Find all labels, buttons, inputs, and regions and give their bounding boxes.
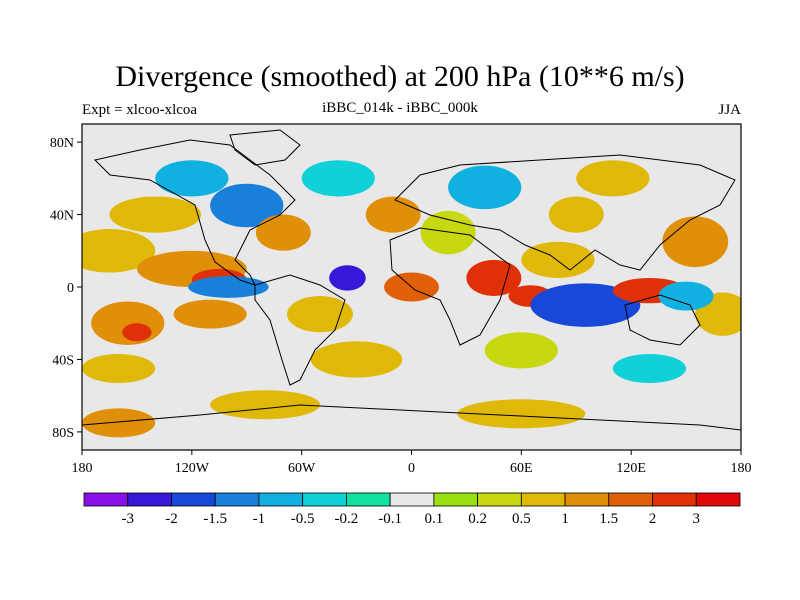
- colorbar-label-2: -1.5: [203, 511, 227, 527]
- coastline-antarctica: [82, 404, 741, 431]
- field-blob-9: [122, 323, 152, 342]
- coastline-south-america: [254, 274, 346, 386]
- colorbar-swatch-4: [258, 492, 304, 507]
- field-blob-22: [484, 332, 558, 369]
- coastline-north-america: [94, 139, 296, 286]
- field-blob-0: [82, 229, 156, 273]
- field-blob-31: [301, 160, 375, 197]
- colorbar-swatch-9: [477, 492, 522, 507]
- field-blob-6: [329, 265, 366, 291]
- colorbar-swatch-5: [302, 492, 347, 507]
- y-tick-label-0: 80N: [50, 136, 74, 151]
- field-blob-26: [448, 165, 522, 210]
- field-blob-14: [466, 259, 522, 297]
- colorbar: -3 -2 -1.5 -1 -0.5 -0.2 -0.1 0.1 0.2 0.5 1 1.5 2 3: [83, 492, 741, 527]
- field-blob-27: [548, 196, 604, 233]
- plot-title: Divergence (smoothed) at 200 hPa (10**6 …: [115, 60, 685, 93]
- x-tick-label-6: 180: [731, 461, 752, 476]
- colorbar-swatch-13: [652, 492, 697, 507]
- colorbar-label-13: 3: [693, 511, 701, 527]
- colorbar-swatch-8: [433, 492, 479, 507]
- field-blob-12: [310, 341, 403, 378]
- colorbar-label-11: 1.5: [599, 511, 618, 527]
- divergence-field: [82, 160, 741, 438]
- x-tick-label-5: 120E: [616, 461, 646, 476]
- colorbar-swatch-14: [695, 492, 741, 507]
- colorbar-swatch-1: [127, 492, 172, 507]
- field-blob-23: [612, 354, 687, 383]
- x-tick-label-1: 120W: [175, 461, 210, 476]
- field-blob-25: [420, 210, 476, 255]
- field-blob-35: [82, 408, 156, 438]
- y-tick-label-4: 80S: [52, 426, 74, 441]
- y-axis: 80N 40N 0 40S 80S: [50, 136, 82, 441]
- colorbar-label-5: -0.2: [335, 511, 359, 527]
- colorbar-swatch-11: [564, 492, 610, 507]
- colorbar-label-6: -0.1: [378, 511, 402, 527]
- subtitle-label: iBBC_014k - iBBC_000k: [322, 100, 478, 116]
- colorbar-swatch-0: [83, 492, 129, 507]
- field-blob-30: [155, 160, 229, 197]
- field-blob-33: [210, 390, 320, 420]
- field-blob-11: [188, 276, 269, 298]
- field-blob-29: [576, 160, 650, 197]
- coastline-eurasia: [394, 154, 736, 271]
- coastline-australia: [624, 294, 701, 346]
- colorbar-label-4: -0.5: [291, 511, 315, 527]
- colorbar-label-10: 1: [561, 511, 569, 527]
- y-tick-label-1: 40N: [50, 209, 74, 224]
- y-tick-label-3: 40S: [52, 353, 74, 368]
- y-tick-label-2: 0: [67, 281, 74, 296]
- colorbar-label-9: 0.5: [512, 511, 531, 527]
- season-label: JJA: [718, 102, 741, 118]
- x-tick-label-3: 0: [408, 461, 415, 476]
- colorbar-label-12: 2: [649, 511, 657, 527]
- colorbar-swatch-3: [214, 492, 260, 507]
- field-blob-18: [530, 283, 641, 327]
- field-blob-7: [287, 296, 353, 333]
- colorbar-label-1: -2: [165, 511, 178, 527]
- field-blob-10: [173, 299, 247, 329]
- x-tick-label-0: 180: [72, 461, 93, 476]
- x-tick-label-4: 60E: [510, 461, 533, 476]
- colorbar-swatch-2: [171, 492, 216, 507]
- colorbar-swatch-12: [608, 492, 653, 507]
- field-blob-34: [457, 399, 586, 429]
- field-blob-24: [82, 354, 156, 383]
- coastline-africa: [389, 227, 511, 346]
- colorbar-label-8: 0.2: [468, 511, 487, 527]
- coastlines: [82, 129, 741, 431]
- colorbar-label-7: 0.1: [424, 511, 443, 527]
- field-blob-16: [521, 241, 595, 278]
- field-blob-28: [365, 196, 421, 233]
- field-blob-20: [662, 216, 729, 268]
- x-tick-label-2: 60W: [288, 461, 316, 476]
- field-blob-32: [658, 281, 714, 311]
- colorbar-label-3: -1: [253, 511, 266, 527]
- field-blob-5: [255, 214, 311, 251]
- colorbar-label-0: -3: [121, 511, 134, 527]
- x-axis: 180 120W 60W 0 60E 120E 180: [72, 450, 752, 476]
- colorbar-swatch-10: [520, 492, 566, 507]
- coastline-greenland: [229, 129, 301, 166]
- field-blob-4: [210, 183, 284, 228]
- field-blob-3: [109, 196, 201, 233]
- colorbar-swatch-7: [389, 492, 435, 507]
- experiment-label: Expt = xlcoo-xlcoa: [82, 102, 198, 118]
- colorbar-swatch-6: [345, 492, 391, 507]
